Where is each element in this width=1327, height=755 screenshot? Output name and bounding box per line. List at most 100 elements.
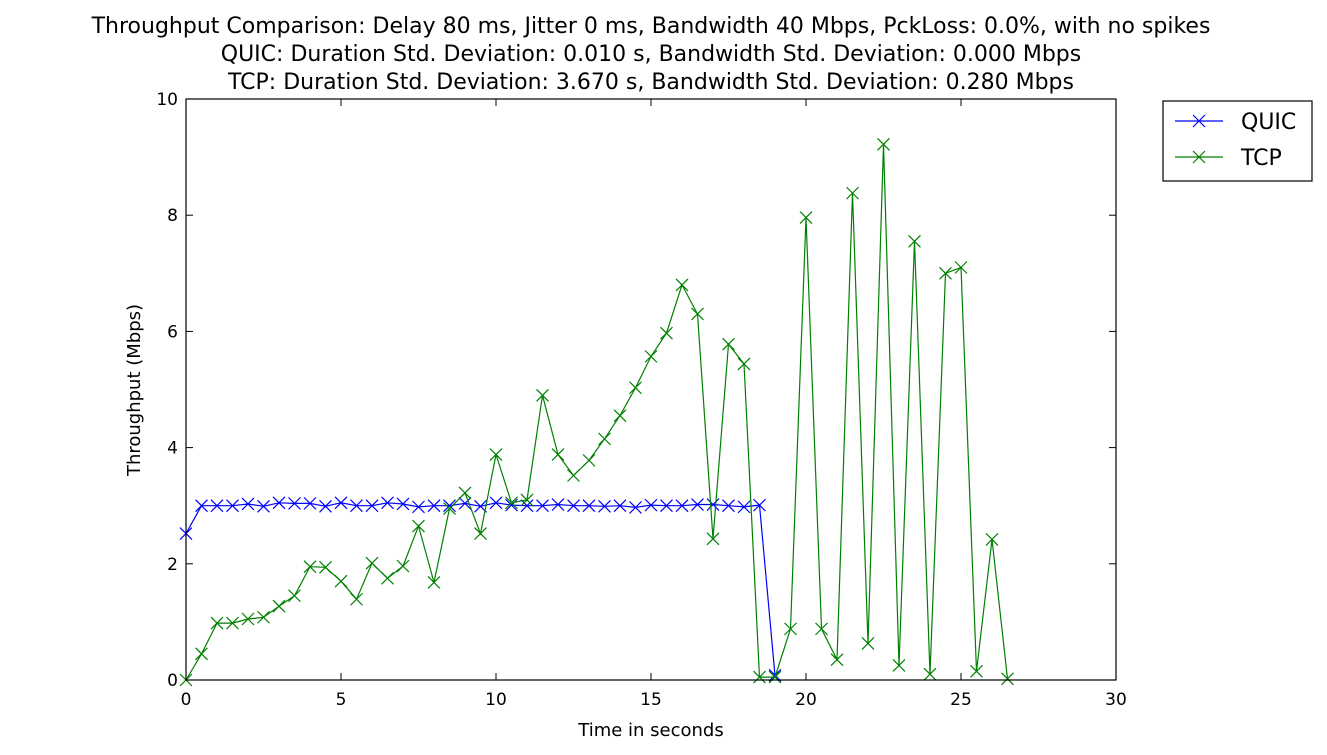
series-line-tcp — [185, 144, 1009, 681]
legend-marker-tcp — [1192, 150, 1206, 164]
data-point-tcp — [365, 556, 379, 570]
legend-label-quic: QUIC — [1241, 110, 1296, 135]
data-point-tcp — [923, 667, 937, 681]
legend-entry-quic: QUIC — [1175, 110, 1296, 135]
data-point-tcp — [644, 349, 658, 363]
chart-title-line-3: TCP: Duration Std. Deviation: 3.670 s, B… — [227, 70, 1074, 95]
axis-ticks: 0 5 10 15 20 25 30 0 2 4 6 8 10 — [156, 90, 1126, 710]
data-point-tcp — [815, 622, 828, 636]
legend: QUIC TCP — [1162, 100, 1313, 182]
data-point-quic — [675, 499, 689, 513]
data-point-tcp — [272, 599, 286, 613]
y-tick-label: 2 — [167, 555, 178, 575]
data-point-tcp — [830, 653, 844, 667]
data-point-quic — [660, 499, 673, 513]
y-tick-label: 0 — [167, 671, 178, 691]
y-axis-label: Throughput (Mbps) — [124, 304, 145, 477]
y-tick-label: 10 — [156, 90, 178, 110]
data-point-quic — [551, 498, 565, 511]
x-tick-label: 30 — [1105, 690, 1127, 710]
data-point-tcp — [396, 559, 410, 573]
x-tick-label: 10 — [485, 690, 507, 710]
data-point-tcp — [660, 326, 673, 340]
data-point-tcp — [629, 381, 642, 395]
x-tick-label: 5 — [336, 690, 347, 710]
data-point-tcp — [861, 636, 875, 650]
data-point-tcp — [768, 670, 782, 684]
data-point-quic — [458, 496, 472, 510]
legend-box — [1162, 100, 1313, 182]
data-point-tcp — [489, 448, 503, 461]
legend-marker-quic — [1192, 114, 1206, 128]
chart-title-line-1: Throughput Comparison: Delay 80 ms, Jitt… — [91, 14, 1211, 39]
data-point-tcp — [520, 493, 534, 507]
data-point-tcp — [970, 664, 983, 678]
data-point-quic — [381, 496, 394, 510]
data-point-tcp — [784, 622, 797, 636]
data-point-tcp — [551, 448, 565, 461]
data-point-quic — [567, 499, 580, 513]
data-point-tcp — [892, 659, 906, 672]
data-point-tcp — [381, 571, 394, 585]
x-tick-label: 0 — [181, 690, 192, 710]
data-point-quic — [241, 497, 255, 511]
data-point-tcp — [877, 137, 890, 151]
data-point-tcp — [334, 574, 348, 588]
data-point-tcp — [846, 186, 859, 200]
data-point-quic — [412, 500, 425, 514]
data-point-quic — [195, 499, 208, 513]
y-tick-label: 6 — [167, 322, 178, 342]
data-point-quic — [334, 496, 348, 510]
series-quic — [179, 496, 782, 682]
data-point-quic — [722, 499, 735, 513]
data-point-quic — [272, 496, 286, 510]
plot-frame — [185, 98, 1117, 681]
data-point-quic — [737, 500, 751, 514]
data-point-quic — [644, 498, 658, 512]
x-tick-label: 25 — [950, 690, 972, 710]
data-point-tcp — [567, 469, 580, 482]
data-point-tcp — [706, 532, 720, 546]
series-tcp — [179, 137, 1014, 687]
data-point-tcp — [675, 278, 689, 292]
data-point-tcp — [908, 234, 921, 248]
data-point-tcp — [722, 337, 735, 351]
data-point-quic — [629, 501, 642, 514]
x-axis-label: Time in seconds — [577, 720, 723, 741]
x-tick-label: 20 — [795, 690, 817, 710]
data-point-tcp — [458, 486, 472, 500]
data-point-tcp — [691, 307, 704, 321]
chart-title-line-2: QUIC: Duration Std. Deviation: 0.010 s, … — [221, 42, 1081, 67]
legend-label-tcp: TCP — [1240, 146, 1282, 171]
data-point-tcp — [474, 527, 487, 541]
data-point-quic — [303, 496, 317, 510]
data-point-tcp — [319, 560, 332, 574]
data-point-tcp — [613, 409, 627, 423]
data-point-quic — [691, 498, 704, 511]
data-point-tcp — [505, 496, 518, 510]
data-point-tcp — [598, 432, 611, 446]
data-point-quic — [365, 499, 379, 513]
data-point-quic — [288, 496, 301, 510]
data-point-tcp — [582, 453, 596, 467]
data-point-tcp — [288, 589, 301, 603]
plot-area — [179, 137, 1014, 687]
data-point-quic — [319, 499, 332, 513]
data-point-tcp — [737, 357, 751, 371]
data-point-tcp — [753, 670, 766, 684]
data-point-quic — [396, 497, 410, 511]
data-point-quic — [536, 499, 549, 513]
data-point-tcp — [443, 502, 456, 516]
data-point-quic — [706, 498, 720, 511]
data-point-quic — [443, 499, 456, 513]
data-point-tcp — [799, 211, 813, 224]
data-point-tcp — [939, 266, 952, 280]
data-point-quic — [226, 499, 239, 513]
data-point-quic — [598, 499, 611, 513]
data-point-tcp — [985, 532, 999, 546]
data-point-quic — [257, 499, 270, 513]
data-point-quic — [582, 499, 596, 513]
data-point-quic — [427, 499, 441, 513]
